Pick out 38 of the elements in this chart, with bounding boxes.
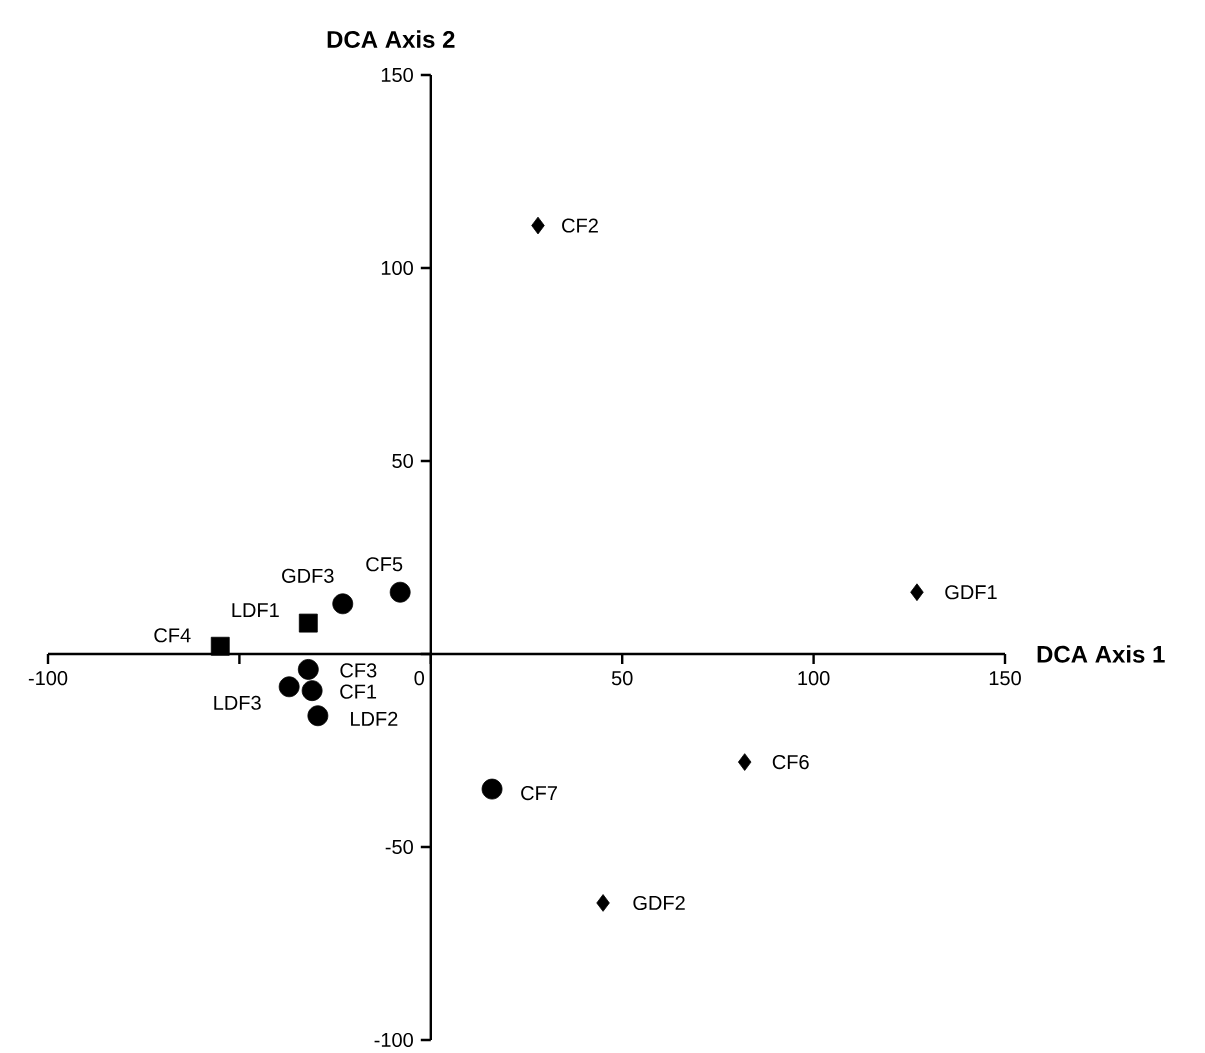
point [307,705,329,727]
point [481,778,503,800]
annotation: GDF3 [282,568,334,583]
point [596,894,610,912]
annotation: CF2 [562,218,598,233]
x-tick-label: -100 [28,671,68,686]
point [332,593,354,615]
annotation: CF7 [521,786,557,801]
y-axis-title: DCA Axis 2 [327,30,455,48]
point [910,583,924,602]
x-tick-label: 50 [611,671,633,686]
annotation: LDF3 [214,695,261,710]
annotation: CF3 [340,663,377,678]
y-tick-label: 50 [392,453,413,469]
annotation: LDF2 [351,711,398,726]
point [210,636,230,656]
y-tick-label: 150 [381,67,413,83]
point [298,613,318,633]
annotation: CF6 [772,754,809,770]
y-tick-label: -100 [374,1032,413,1048]
annotation: CF5 [366,557,403,572]
x-axis-title: DCA Axis 1 [1037,645,1165,663]
annotation: CF1 [340,684,377,699]
annotation: LDF1 [232,603,279,617]
annotation: GDF1 [945,585,997,600]
point [301,680,323,702]
point [389,581,411,603]
x-tick-label: 0 [414,671,425,686]
y-tick-label: -50 [385,839,413,855]
x-tick-label: 100 [798,671,830,686]
point [738,753,752,771]
x-tick-label: 150 [989,671,1021,686]
point [297,659,319,680]
y-tick-label: 100 [381,260,413,276]
annotation: CF4 [154,628,191,643]
annotation: GDF2 [633,895,685,911]
point [531,216,545,235]
point [278,676,300,698]
